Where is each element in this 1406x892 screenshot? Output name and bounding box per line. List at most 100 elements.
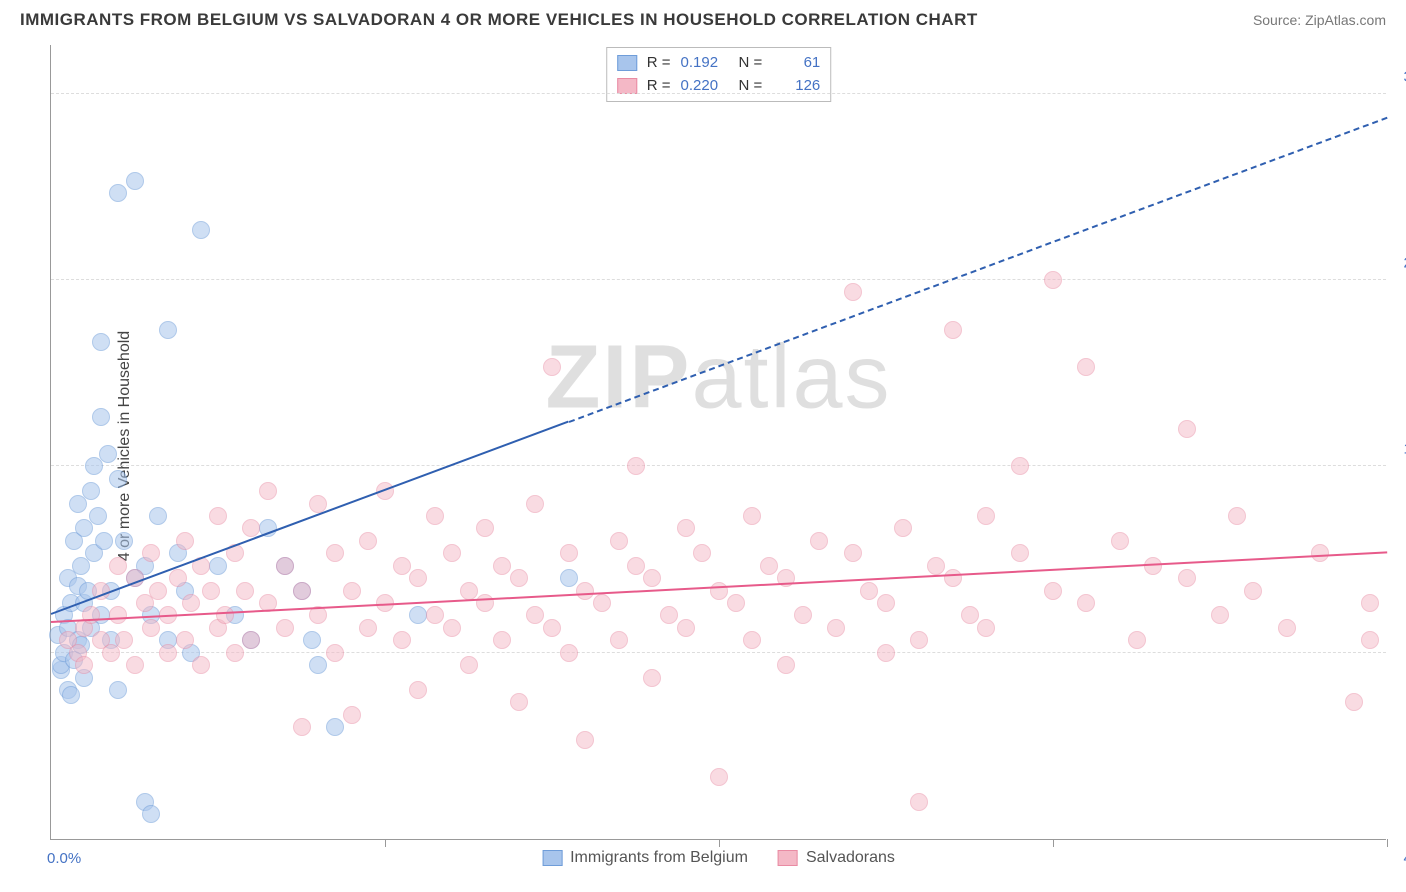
data-point: [75, 656, 93, 674]
grid-line: [51, 652, 1386, 653]
data-point: [202, 582, 220, 600]
correlation-stats-box: R =0.192N =61R =0.220N =126: [606, 47, 832, 102]
data-point: [1244, 582, 1262, 600]
data-point: [276, 619, 294, 637]
x-axis-start-label: 0.0%: [47, 850, 81, 867]
data-point: [526, 495, 544, 513]
data-point: [259, 482, 277, 500]
data-point: [293, 718, 311, 736]
data-point: [894, 519, 912, 537]
data-point: [443, 544, 461, 562]
stat-r-label: R =: [647, 52, 671, 75]
data-point: [242, 631, 260, 649]
data-point: [359, 532, 377, 550]
data-point: [109, 606, 127, 624]
data-point: [627, 457, 645, 475]
data-point: [343, 706, 361, 724]
data-point: [643, 669, 661, 687]
data-point: [426, 606, 444, 624]
data-point: [777, 656, 795, 674]
data-point: [760, 557, 778, 575]
x-tick: [1387, 839, 1388, 847]
data-point: [192, 221, 210, 239]
chart-title: IMMIGRANTS FROM BELGIUM VS SALVADORAN 4 …: [20, 10, 978, 30]
data-point: [182, 594, 200, 612]
data-point: [944, 321, 962, 339]
data-point: [393, 557, 411, 575]
data-point: [460, 582, 478, 600]
data-point: [209, 507, 227, 525]
data-point: [576, 731, 594, 749]
data-point: [92, 333, 110, 351]
data-point: [593, 594, 611, 612]
data-point: [169, 569, 187, 587]
data-point: [476, 594, 494, 612]
data-point: [493, 631, 511, 649]
data-point: [115, 631, 133, 649]
data-point: [1361, 631, 1379, 649]
legend-swatch: [617, 55, 637, 71]
data-point: [159, 644, 177, 662]
legend-label: Salvadorans: [806, 849, 895, 867]
data-point: [543, 358, 561, 376]
data-point: [303, 631, 321, 649]
data-point: [426, 507, 444, 525]
data-point: [82, 482, 100, 500]
data-point: [627, 557, 645, 575]
data-point: [99, 445, 117, 463]
data-point: [526, 606, 544, 624]
data-point: [827, 619, 845, 637]
trend-line: [51, 421, 569, 615]
data-point: [226, 644, 244, 662]
watermark: ZIPatlas: [545, 327, 891, 430]
data-point: [877, 644, 895, 662]
source-label: Source: ZipAtlas.com: [1253, 12, 1386, 28]
trend-line: [568, 117, 1387, 423]
data-point: [810, 532, 828, 550]
data-point: [126, 172, 144, 190]
data-point: [115, 532, 133, 550]
legend-swatch: [542, 850, 562, 866]
data-point: [142, 544, 160, 562]
grid-line: [51, 93, 1386, 94]
data-point: [1211, 606, 1229, 624]
data-point: [1111, 532, 1129, 550]
data-point: [1178, 569, 1196, 587]
data-point: [977, 619, 995, 637]
data-point: [1361, 594, 1379, 612]
data-point: [176, 631, 194, 649]
data-point: [693, 544, 711, 562]
data-point: [510, 693, 528, 711]
data-point: [944, 569, 962, 587]
stat-n-value: 61: [772, 52, 820, 75]
legend-swatch: [617, 78, 637, 94]
data-point: [493, 557, 511, 575]
data-point: [961, 606, 979, 624]
data-point: [192, 656, 210, 674]
data-point: [910, 631, 928, 649]
stat-n-label: N =: [739, 52, 763, 75]
data-point: [844, 544, 862, 562]
data-point: [276, 557, 294, 575]
data-point: [1278, 619, 1296, 637]
data-point: [95, 532, 113, 550]
data-point: [927, 557, 945, 575]
data-point: [677, 619, 695, 637]
data-point: [109, 557, 127, 575]
x-tick: [719, 839, 720, 847]
data-point: [149, 507, 167, 525]
data-point: [409, 681, 427, 699]
grid-line: [51, 279, 1386, 280]
data-point: [460, 656, 478, 674]
legend-item: Salvadorans: [778, 849, 895, 867]
data-point: [844, 283, 862, 301]
stat-r-value: 0.192: [681, 52, 729, 75]
data-point: [326, 718, 344, 736]
data-point: [359, 619, 377, 637]
data-point: [236, 582, 254, 600]
data-point: [1077, 358, 1095, 376]
data-point: [109, 470, 127, 488]
data-point: [610, 631, 628, 649]
data-point: [293, 582, 311, 600]
data-point: [576, 582, 594, 600]
